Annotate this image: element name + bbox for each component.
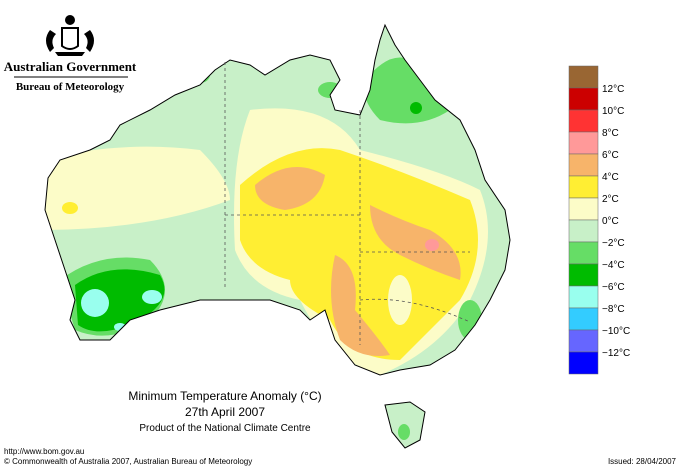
legend-label: 4°C <box>602 172 619 183</box>
state-borders <box>224 62 471 345</box>
url[interactable]: http://www.bom.gov.au <box>4 447 84 456</box>
legend-swatch <box>568 197 599 221</box>
map-product: Product of the National Climate Centre <box>139 423 311 434</box>
legend-swatch <box>568 307 599 331</box>
bureau: Bureau of Meteorology <box>16 81 125 93</box>
coat-of-arms <box>46 15 94 56</box>
legend-label: −6°C <box>602 282 625 293</box>
legend-swatch <box>568 329 599 353</box>
legend-swatch <box>568 263 599 287</box>
copyright: © Commonwealth of Australia 2007, Austra… <box>4 457 252 466</box>
issued: Issued: 28/04/2007 <box>608 457 677 466</box>
government: Australian Government <box>4 59 137 74</box>
legend-label: 12°C <box>602 84 624 95</box>
coastline <box>44 23 511 376</box>
legend: 12°C 10°C 8°C 6°C 4°C 2°C 0°C −2°C −4°C −6°C −8°C −… <box>568 65 630 375</box>
legend-swatch <box>568 131 599 155</box>
legend-swatch <box>568 285 599 309</box>
legend-swatch <box>568 241 599 265</box>
legend-label: 0°C <box>602 216 619 227</box>
map-title: Minimum Temperature Anomaly (°C) <box>128 389 321 403</box>
legend-label: −10°C <box>602 326 630 337</box>
legend-swatch <box>568 65 599 89</box>
legend-swatch <box>568 351 599 375</box>
legend-swatch <box>568 175 599 199</box>
legend-label: 8°C <box>602 128 619 139</box>
map-date: 27th April 2007 <box>185 405 265 419</box>
legend-swatch <box>568 219 599 243</box>
tasmania-region <box>398 424 410 440</box>
legend-label: −2°C <box>602 238 625 249</box>
legend-swatch <box>568 153 599 177</box>
legend-label: −4°C <box>602 260 625 271</box>
legend-label: −12°C <box>602 348 630 359</box>
legend-label: −8°C <box>602 304 625 315</box>
legend-label: 10°C <box>602 106 624 117</box>
legend-label: 6°C <box>602 150 619 161</box>
legend-label: 2°C <box>602 194 619 205</box>
legend-swatch <box>568 109 599 133</box>
legend-swatch <box>568 87 599 111</box>
